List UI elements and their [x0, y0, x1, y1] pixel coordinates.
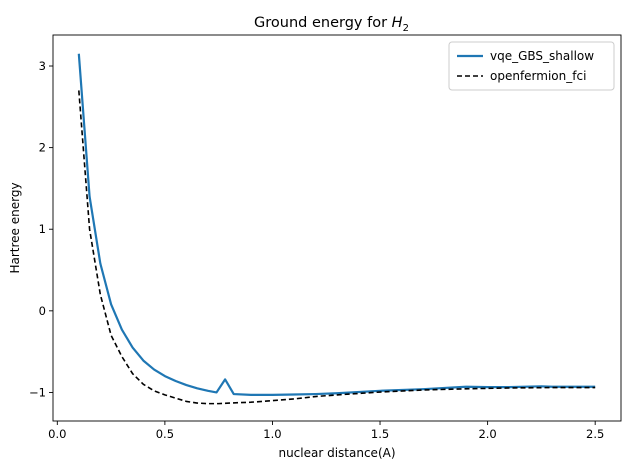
y-axis-label: Hartree energy [8, 182, 22, 273]
y-tick-label: −1 [29, 385, 46, 399]
x-tick-label: 1.5 [371, 427, 389, 441]
chart-title-subscript: 2 [403, 23, 409, 34]
plot-frame [52, 34, 622, 422]
x-tick-label: 2.0 [478, 427, 496, 441]
y-tick-label: 2 [39, 141, 46, 155]
x-tick-label: 0.5 [156, 427, 174, 441]
y-tick-label: 0 [39, 304, 46, 318]
chart-title: Ground energy for H2 [254, 15, 409, 34]
chart-title-main: Ground energy for [254, 15, 392, 31]
x-tick-label: 0.0 [48, 427, 66, 441]
y-tick-label: 3 [39, 59, 46, 73]
legend-frame [448, 41, 615, 91]
chart-title-variable: H [392, 15, 403, 31]
series-line-openfermion-fci [78, 90, 596, 405]
series-line-vqe-gbs-shallow [77, 53, 596, 396]
x-tick-label: 2.5 [586, 427, 604, 441]
legend: vqe_GBS_shallow openfermion_fci [448, 41, 615, 91]
y-tick-label: 1 [39, 222, 46, 236]
legend-label-vqe-gbs-shallow: vqe_GBS_shallow [490, 49, 594, 63]
x-axis-label: nuclear distance(A) [278, 446, 395, 460]
legend-label-openfermion-fci: openfermion_fci [490, 69, 586, 83]
x-tick-label: 1.0 [263, 427, 281, 441]
plot-area [77, 53, 596, 405]
